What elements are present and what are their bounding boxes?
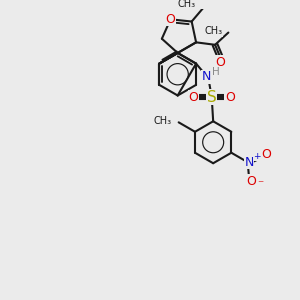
Text: O: O — [215, 56, 225, 69]
Text: S: S — [207, 90, 217, 105]
Text: +: + — [253, 152, 261, 161]
Text: O: O — [225, 91, 235, 103]
Text: CH₃: CH₃ — [204, 26, 223, 36]
Text: CH₃: CH₃ — [153, 116, 171, 126]
Text: O: O — [261, 148, 271, 161]
Text: N: N — [202, 70, 211, 83]
Text: ⁻: ⁻ — [257, 179, 263, 192]
Text: O: O — [166, 13, 176, 26]
Text: H: H — [212, 67, 220, 77]
Text: CH₃: CH₃ — [178, 0, 196, 9]
Text: N: N — [244, 156, 254, 169]
Text: O: O — [189, 91, 199, 103]
Text: O: O — [247, 175, 256, 188]
